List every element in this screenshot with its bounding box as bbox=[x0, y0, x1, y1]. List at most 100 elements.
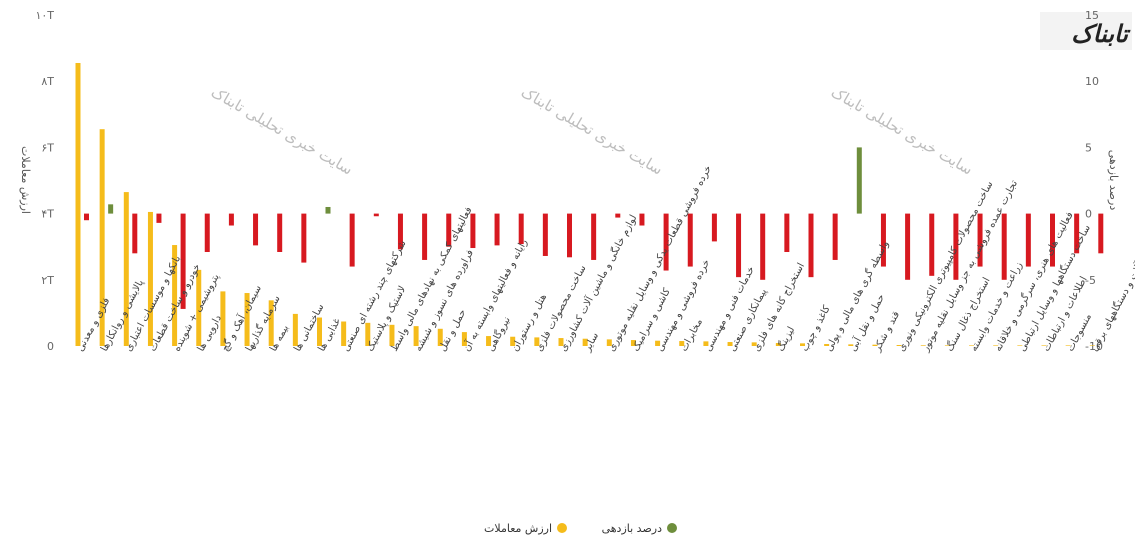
return-bar bbox=[929, 213, 935, 276]
value-bar bbox=[1017, 345, 1023, 346]
value-bar bbox=[123, 192, 129, 346]
value-bar bbox=[920, 345, 926, 346]
left-tick-label: ۸T bbox=[41, 75, 54, 88]
return-bar bbox=[567, 213, 572, 258]
return-bar bbox=[446, 213, 452, 247]
right-tick-label: -10 bbox=[1085, 340, 1103, 353]
value-bar bbox=[172, 245, 178, 346]
value-bar bbox=[872, 344, 878, 346]
right-tick-label: -5 bbox=[1085, 274, 1096, 287]
category-label: نیروگاهی bbox=[485, 315, 513, 354]
left-axis-ticks: 0 ۲T ۴T ۶T ۸T ۱۰T bbox=[35, 9, 54, 353]
value-bar bbox=[510, 336, 516, 346]
return-bar bbox=[832, 213, 838, 260]
right-axis-ticks: -10 -5 0 5 10 15 bbox=[1085, 9, 1103, 353]
value-bar bbox=[655, 340, 661, 346]
return-bar bbox=[711, 213, 717, 242]
return-bar bbox=[301, 213, 307, 263]
return-bar bbox=[518, 213, 524, 245]
legend-value-label: ارزش معاملات bbox=[484, 522, 552, 535]
return-bar bbox=[687, 213, 693, 267]
value-bar bbox=[220, 291, 226, 346]
return-bar bbox=[880, 213, 886, 267]
return-bar bbox=[663, 213, 669, 271]
return-bar bbox=[977, 213, 983, 267]
return-bar bbox=[953, 213, 959, 280]
return-bar bbox=[784, 213, 790, 252]
left-tick-label: ۱۰T bbox=[35, 9, 54, 22]
value-bar bbox=[268, 300, 274, 346]
return-bar bbox=[542, 213, 548, 256]
value-bar bbox=[969, 345, 975, 346]
value-bar bbox=[751, 342, 757, 346]
value-bar bbox=[679, 341, 685, 346]
return-bar bbox=[905, 213, 911, 280]
legend-return-label: درصد بازدهی bbox=[602, 522, 663, 535]
return-bar bbox=[1025, 213, 1031, 267]
value-bar bbox=[292, 313, 298, 346]
return-bar bbox=[470, 213, 476, 249]
value-bar bbox=[944, 345, 950, 346]
value-bar bbox=[775, 343, 781, 346]
right-tick-label: 15 bbox=[1085, 9, 1099, 22]
return-bar bbox=[639, 213, 645, 226]
return-bar bbox=[808, 213, 814, 278]
value-bar bbox=[365, 322, 371, 346]
value-bar bbox=[244, 293, 250, 346]
value-bar bbox=[848, 344, 854, 346]
category-label: استخراج ذغال سنگ bbox=[943, 275, 992, 353]
left-tick-label: ۶T bbox=[41, 141, 54, 154]
right-axis-title: درصد بازدهی bbox=[1107, 150, 1120, 211]
value-bar bbox=[800, 343, 805, 346]
right-tick-label: 0 bbox=[1085, 208, 1092, 221]
right-tick-label: 10 bbox=[1085, 75, 1099, 88]
return-bar bbox=[422, 213, 428, 260]
return-bar bbox=[373, 213, 379, 217]
value-bar bbox=[389, 324, 395, 346]
category-label: سایر bbox=[582, 331, 601, 354]
return-bar bbox=[277, 213, 283, 252]
return-bar bbox=[1001, 213, 1007, 280]
return-bar bbox=[1098, 213, 1104, 254]
value-bar bbox=[534, 337, 540, 346]
legend-value-marker bbox=[557, 523, 567, 533]
return-bar bbox=[591, 213, 597, 260]
return-bar bbox=[180, 213, 186, 309]
return-bar bbox=[132, 213, 138, 254]
value-bar bbox=[341, 321, 347, 346]
legend: درصد بازدهی ارزش معاملات bbox=[484, 522, 677, 535]
return-bar bbox=[856, 147, 862, 214]
value-bar bbox=[727, 342, 733, 346]
logo-background bbox=[1040, 12, 1132, 50]
value-bar bbox=[1041, 345, 1047, 346]
watermark: سایت خبری تحلیلی تابناک bbox=[208, 83, 356, 179]
value-bar bbox=[486, 336, 492, 346]
right-tick-label: 5 bbox=[1085, 141, 1092, 154]
logo-text: تابناک bbox=[1071, 19, 1131, 48]
left-tick-label: ۴T bbox=[41, 208, 54, 221]
value-bar bbox=[317, 317, 322, 346]
value-bar bbox=[75, 62, 81, 347]
logo: تابناک bbox=[1040, 12, 1132, 50]
return-bar bbox=[325, 206, 331, 214]
category-label: مخابرات bbox=[679, 317, 705, 353]
return-bar bbox=[156, 213, 162, 223]
return-bars bbox=[84, 147, 1104, 309]
value-bar bbox=[993, 345, 999, 346]
value-bar bbox=[196, 269, 202, 346]
return-bar bbox=[228, 213, 234, 226]
return-bar bbox=[760, 213, 766, 280]
return-bar bbox=[1050, 213, 1055, 267]
value-bar bbox=[703, 341, 709, 346]
left-axis-title: ارزش معاملات bbox=[19, 146, 32, 214]
return-bar bbox=[736, 213, 742, 278]
value-bar bbox=[582, 338, 588, 346]
watermark: سایت خبری تحلیلی تابناک bbox=[518, 83, 666, 179]
watermark: سایت خبری تحلیلی تابناک bbox=[828, 83, 976, 179]
category-label: لیزینگ bbox=[774, 325, 797, 354]
value-bar bbox=[99, 129, 105, 346]
value-bar bbox=[1089, 345, 1095, 346]
value-bar bbox=[896, 345, 902, 346]
